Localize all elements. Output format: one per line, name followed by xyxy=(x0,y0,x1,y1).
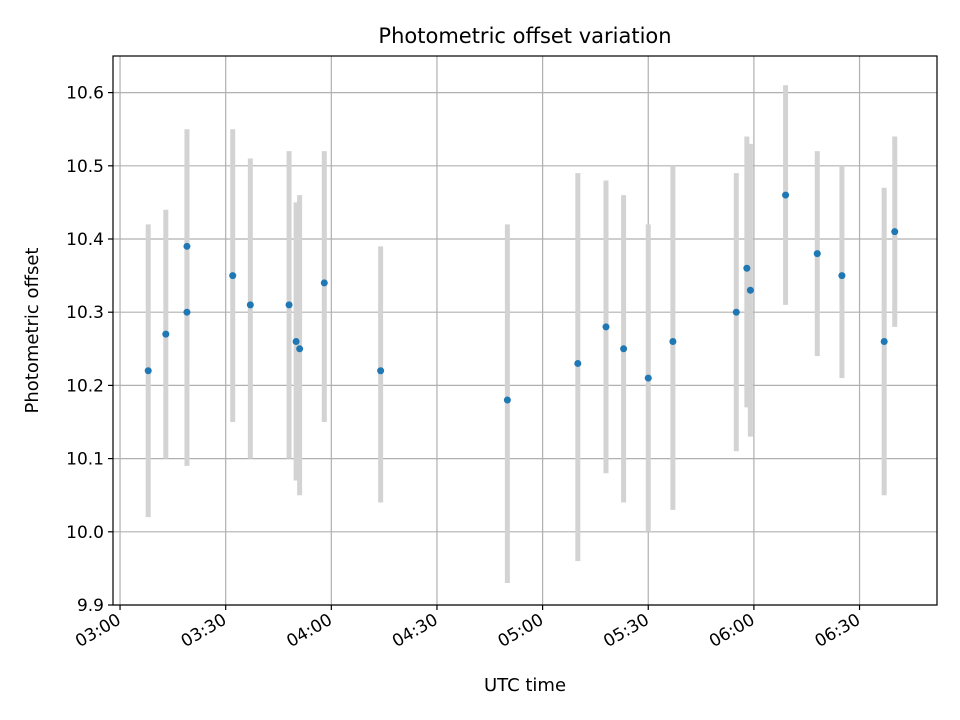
data-point xyxy=(229,272,237,280)
data-point xyxy=(574,359,582,367)
data-point xyxy=(838,272,846,280)
data-point xyxy=(880,337,888,345)
y-axis-title: Photometric offset xyxy=(22,248,43,414)
y-tick-label: 10.6 xyxy=(66,84,104,104)
data-point xyxy=(644,374,652,382)
data-point xyxy=(292,337,300,345)
data-point xyxy=(669,337,677,345)
x-tick-label: 03:00 xyxy=(72,610,124,652)
x-tick-label: 04:30 xyxy=(389,610,441,652)
y-tick-label: 10.3 xyxy=(66,303,104,323)
x-tick-label: 06:00 xyxy=(706,610,758,652)
y-tick-label: 10.5 xyxy=(66,157,104,177)
error-bars xyxy=(145,85,898,584)
data-point xyxy=(813,250,821,258)
data-point xyxy=(285,301,293,309)
y-tick-label: 10.4 xyxy=(66,230,104,250)
data-point xyxy=(746,286,754,294)
data-point xyxy=(782,191,790,199)
grid xyxy=(113,56,937,606)
y-tick-label: 9.9 xyxy=(77,596,104,616)
x-tick-label: 05:30 xyxy=(600,610,652,652)
y-tick-label: 10.2 xyxy=(66,376,104,396)
x-tick-label: 03:30 xyxy=(178,610,230,652)
chart-title: Photometric offset variation xyxy=(378,24,671,48)
y-tick-label: 10.1 xyxy=(66,450,104,470)
x-tick-label: 04:00 xyxy=(283,610,335,652)
data-point xyxy=(602,323,610,331)
data-point xyxy=(620,345,628,353)
data-point xyxy=(183,308,191,316)
data-point xyxy=(296,345,304,353)
x-axis-title: UTC time xyxy=(484,675,566,696)
plot-frame xyxy=(112,55,938,606)
data-point xyxy=(144,367,152,375)
data-point xyxy=(503,396,511,404)
data-point xyxy=(162,330,170,338)
x-tick-label: 05:00 xyxy=(495,610,547,652)
data-point xyxy=(246,301,254,309)
data-points xyxy=(144,191,899,404)
data-point xyxy=(320,279,328,287)
data-point xyxy=(743,264,751,272)
data-point xyxy=(183,242,191,250)
data-point xyxy=(377,367,385,375)
data-point xyxy=(891,228,899,236)
data-point xyxy=(732,308,740,316)
x-tick-label: 06:30 xyxy=(812,610,864,652)
y-tick-label: 10.0 xyxy=(66,523,104,543)
